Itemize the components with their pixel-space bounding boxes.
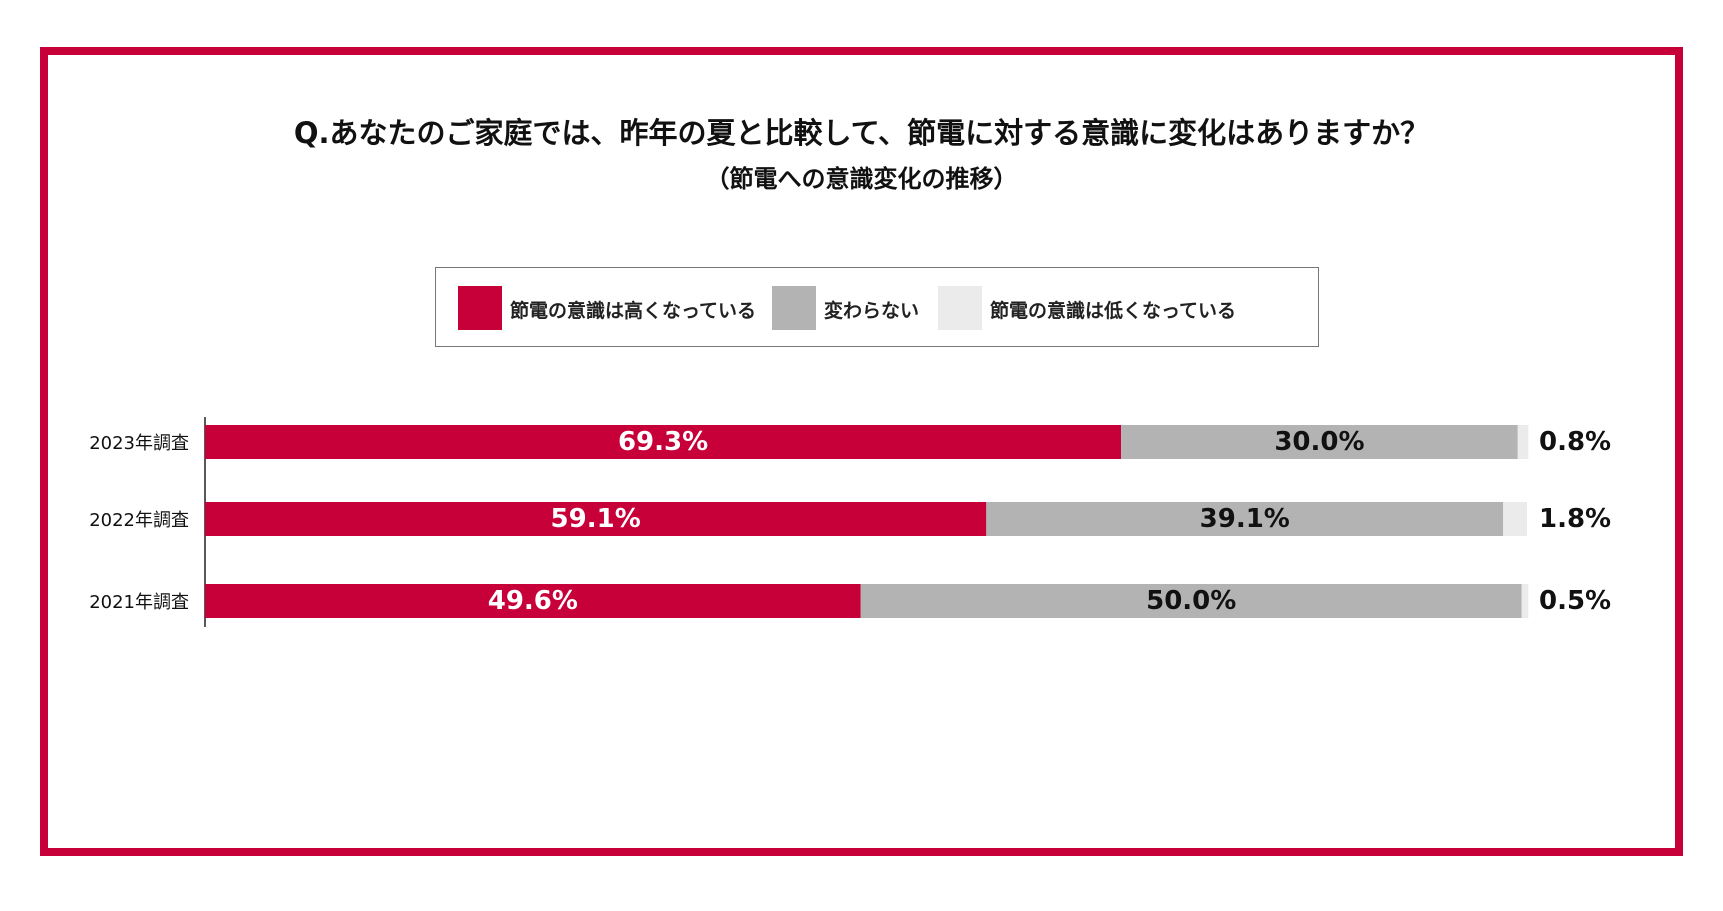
bar-segment <box>860 584 1522 618</box>
bar-segment <box>205 584 861 618</box>
legend-label-higher: 節電の意識は高くなっている <box>510 300 757 322</box>
data-label: 49.6% <box>488 586 578 616</box>
legend-swatch-higher <box>458 286 502 330</box>
row-label: 2023年調査 <box>89 433 189 454</box>
chart-title: Q.あなたのご家庭では、昨年の夏と比較して、節電に対する意識に変化はありますか？ <box>293 116 1430 150</box>
bar-segment <box>1521 584 1529 618</box>
bar-segment <box>205 425 1122 459</box>
legend: 節電の意識は高くなっている 変わらない 節電の意識は低くなっている <box>435 267 1319 347</box>
data-label: 0.5% <box>1539 586 1611 616</box>
row-label: 2021年調査 <box>89 592 189 613</box>
bar-segment <box>205 502 987 536</box>
data-label: 0.8% <box>1539 427 1611 457</box>
chart-subtitle: （節電への意識変化の推移） <box>705 165 1018 193</box>
data-label: 1.8% <box>1539 504 1611 534</box>
legend-label-unchanged: 変わらない <box>824 300 920 322</box>
bar-segment <box>986 502 1504 536</box>
data-label: 50.0% <box>1146 586 1236 616</box>
legend-label-lower: 節電の意識は低くなっている <box>990 300 1237 322</box>
row-label: 2022年調査 <box>89 510 189 531</box>
bar-segment <box>1517 425 1529 459</box>
data-label: 39.1% <box>1200 504 1290 534</box>
data-label: 59.1% <box>551 504 641 534</box>
legend-swatch-unchanged <box>772 286 816 330</box>
bar-segment <box>1121 425 1518 459</box>
legend-swatch-lower <box>938 286 982 330</box>
bar-segment <box>1503 502 1527 536</box>
data-label: 69.3% <box>618 427 708 457</box>
data-label: 30.0% <box>1274 427 1364 457</box>
